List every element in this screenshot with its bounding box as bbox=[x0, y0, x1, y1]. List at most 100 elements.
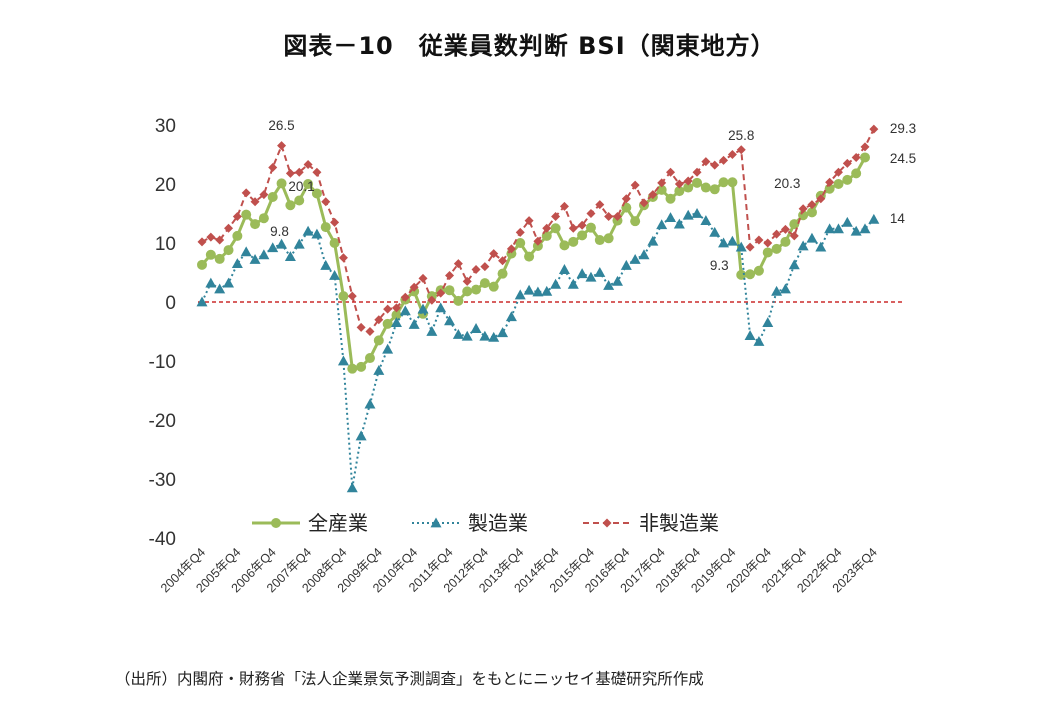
data-point bbox=[196, 296, 208, 307]
data-point bbox=[851, 168, 862, 179]
data-point bbox=[258, 249, 270, 260]
data-point bbox=[788, 259, 800, 270]
data-label: 14 bbox=[890, 211, 906, 226]
data-point bbox=[798, 204, 808, 214]
data-point bbox=[833, 167, 843, 177]
data-point bbox=[232, 230, 243, 241]
data-point bbox=[736, 269, 747, 280]
data-point bbox=[337, 355, 349, 366]
data-point bbox=[347, 363, 358, 374]
data-point bbox=[364, 353, 375, 364]
data-label: 9.8 bbox=[270, 224, 289, 239]
data-point bbox=[753, 336, 765, 346]
data-point bbox=[833, 179, 844, 189]
data-point bbox=[321, 197, 331, 207]
data-point bbox=[205, 249, 216, 260]
series-line-1 bbox=[201, 212, 875, 489]
data-point bbox=[205, 277, 217, 288]
data-point bbox=[444, 315, 456, 326]
data-point bbox=[542, 223, 552, 233]
legend-marker bbox=[271, 518, 281, 528]
data-point bbox=[400, 292, 410, 302]
data-point bbox=[312, 167, 322, 177]
data-point bbox=[648, 190, 658, 200]
data-point bbox=[576, 268, 588, 279]
data-point bbox=[197, 259, 207, 270]
data-label: 20.3 bbox=[774, 176, 800, 191]
data-point bbox=[506, 244, 516, 254]
data-point bbox=[206, 232, 216, 242]
source-note: （出所）内閣府・財務省「法人企業景気予測調査」をもとにニッセイ基礎研究所作成 bbox=[115, 670, 704, 688]
data-point bbox=[691, 208, 703, 218]
legend-label: 全産業 bbox=[308, 512, 368, 535]
data-point bbox=[551, 211, 561, 221]
data-point bbox=[302, 225, 314, 236]
data-point bbox=[779, 283, 791, 294]
data-point bbox=[568, 236, 579, 247]
data-point bbox=[568, 223, 578, 233]
data-point bbox=[710, 160, 720, 170]
data-point bbox=[250, 197, 260, 207]
data-point bbox=[745, 242, 755, 252]
data-point bbox=[859, 223, 871, 234]
data-point bbox=[718, 237, 730, 248]
data-label: 20.1 bbox=[288, 179, 314, 194]
data-point bbox=[374, 315, 384, 325]
data-point bbox=[586, 209, 596, 218]
data-point bbox=[356, 322, 366, 332]
data-point bbox=[532, 286, 544, 297]
data-point bbox=[620, 259, 632, 270]
data-point bbox=[426, 326, 438, 336]
data-point bbox=[772, 229, 782, 239]
data-point bbox=[718, 177, 729, 188]
data-point bbox=[329, 238, 340, 248]
data-point bbox=[268, 162, 278, 172]
data-point bbox=[294, 167, 304, 177]
data-point bbox=[851, 152, 861, 162]
data-point bbox=[762, 247, 773, 258]
data-point bbox=[197, 237, 207, 247]
data-point bbox=[754, 235, 764, 245]
data-point bbox=[355, 430, 367, 441]
data-point bbox=[744, 330, 756, 341]
data-point bbox=[842, 158, 852, 168]
data-point bbox=[559, 240, 570, 251]
data-label: 26.5 bbox=[268, 118, 294, 133]
y-tick-label: -40 bbox=[149, 529, 176, 550]
data-point bbox=[719, 155, 729, 165]
data-point bbox=[541, 285, 553, 296]
legend-label: 製造業 bbox=[468, 512, 528, 535]
legend-marker bbox=[430, 517, 442, 528]
data-point bbox=[330, 217, 340, 227]
data-point bbox=[320, 259, 332, 270]
data-point bbox=[498, 256, 508, 266]
data-point bbox=[824, 223, 836, 234]
data-point bbox=[223, 245, 234, 256]
data-point bbox=[276, 178, 287, 189]
data-point bbox=[373, 335, 384, 346]
data-point bbox=[408, 318, 420, 329]
legend-marker bbox=[602, 518, 612, 528]
chart-title: 図表－10 従業員数判断 BSI（関東地方） bbox=[283, 32, 776, 60]
y-tick-label: 30 bbox=[155, 116, 176, 137]
data-point bbox=[214, 253, 225, 264]
data-point bbox=[320, 222, 331, 233]
data-point bbox=[390, 317, 402, 328]
data-point bbox=[771, 243, 782, 254]
data-point bbox=[427, 295, 437, 305]
data-point bbox=[259, 190, 269, 200]
data-point bbox=[594, 267, 606, 277]
data-point bbox=[338, 291, 349, 302]
data-point bbox=[231, 258, 243, 269]
data-point bbox=[356, 361, 367, 372]
data-point bbox=[762, 317, 774, 328]
data-point bbox=[452, 328, 464, 339]
data-point bbox=[647, 235, 659, 246]
data-point bbox=[585, 271, 597, 282]
data-point bbox=[692, 177, 703, 188]
data-point bbox=[612, 211, 622, 221]
legend-label: 非製造業 bbox=[639, 512, 719, 535]
data-point bbox=[789, 231, 799, 241]
data-point bbox=[559, 201, 569, 211]
